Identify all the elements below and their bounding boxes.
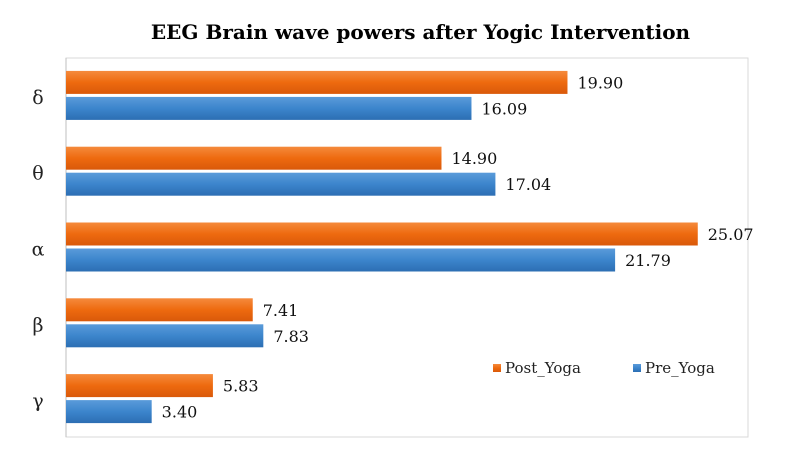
- legend-label: Post_Yoga: [505, 359, 581, 377]
- y-tick-label: δ: [32, 87, 43, 109]
- data-label: 5.83: [223, 377, 259, 396]
- bar-pre-yoga: [66, 324, 264, 348]
- y-tick-label: θ: [32, 163, 43, 185]
- bar-post-yoga: [66, 374, 213, 398]
- data-label: 3.40: [162, 403, 198, 422]
- data-label: 7.83: [273, 327, 309, 346]
- bar-post-yoga: [66, 70, 568, 94]
- chart-title: EEG Brain wave powers after Yogic Interv…: [150, 20, 691, 44]
- data-label: 21.79: [625, 251, 671, 270]
- bar-pre-yoga: [66, 248, 616, 272]
- legend-swatch: [493, 364, 501, 372]
- data-label: 25.07: [708, 225, 754, 244]
- data-label: 14.90: [451, 149, 497, 168]
- legend-label: Pre_Yoga: [645, 359, 715, 377]
- bar-post-yoga: [66, 222, 698, 246]
- y-tick-label: α: [32, 239, 45, 261]
- data-label: 17.04: [505, 175, 551, 194]
- data-label: 16.09: [481, 99, 527, 118]
- bar-pre-yoga: [66, 400, 152, 424]
- bar-post-yoga: [66, 146, 442, 170]
- data-label: 7.41: [263, 301, 299, 320]
- bar-post-yoga: [66, 298, 253, 322]
- y-tick-label: β: [33, 314, 44, 336]
- legend-swatch: [633, 364, 641, 372]
- y-tick-label: γ: [32, 390, 43, 412]
- bar-pre-yoga: [66, 172, 496, 196]
- data-label: 19.90: [577, 73, 623, 92]
- bar-pre-yoga: [66, 96, 472, 120]
